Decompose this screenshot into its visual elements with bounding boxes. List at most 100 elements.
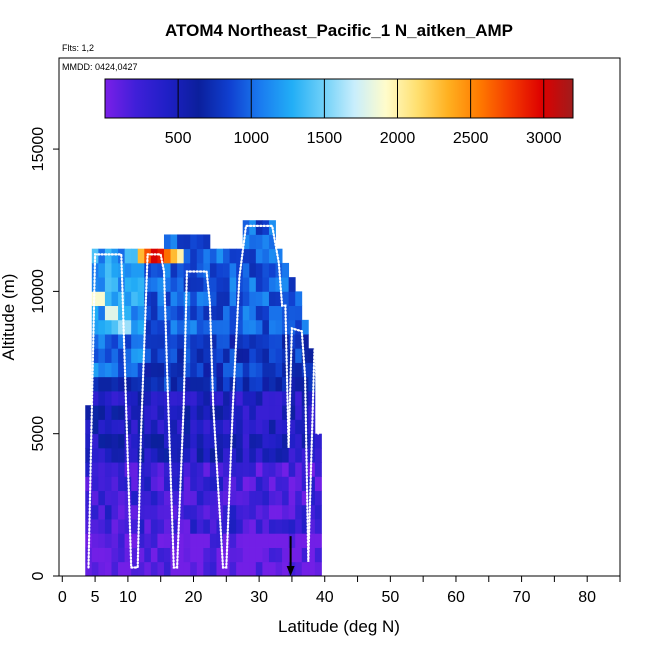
heatmap-cell: [203, 519, 211, 534]
heatmap-cell: [255, 547, 263, 563]
heatmap-cell: [242, 519, 250, 534]
heatmap-cell: [216, 376, 224, 392]
heatmap-cell: [262, 376, 270, 392]
colorbar-tick-label: 2000: [380, 130, 416, 147]
heatmap-cell: [196, 391, 204, 406]
heatmap-cell: [150, 319, 158, 335]
heatmap-cell: [255, 362, 263, 378]
heatmap-cell: [157, 291, 165, 307]
heatmap-cell: [255, 419, 263, 435]
heatmap-cell: [236, 561, 244, 576]
heatmap-cell: [137, 277, 145, 292]
heatmap-cell: [242, 262, 250, 278]
heatmap-cell: [118, 362, 126, 378]
heatmap-cell: [104, 334, 112, 349]
heatmap-cell: [124, 419, 132, 435]
heatmap-cell: [170, 362, 178, 378]
heatmap-cell: [255, 348, 263, 363]
heatmap-cell: [268, 376, 276, 392]
heatmap-cell: [236, 433, 244, 449]
heatmap-cell: [301, 348, 309, 363]
heatmap-cell: [262, 433, 270, 449]
heatmap-cell: [150, 533, 158, 548]
heatmap-cell: [170, 447, 178, 463]
heatmap-cell: [118, 504, 126, 520]
heatmap-cell: [249, 305, 257, 321]
heatmap-cell: [183, 248, 191, 264]
heatmap-cell: [242, 419, 250, 435]
heatmap-cell: [216, 547, 224, 563]
heatmap-cell: [104, 277, 112, 292]
heatmap-cell: [268, 547, 276, 563]
heatmap-cell: [91, 462, 99, 477]
heatmap-cell: [229, 547, 237, 563]
colorbar-tick-label: 1500: [307, 130, 343, 147]
heatmap-cell: [111, 334, 119, 349]
heatmap-cell: [163, 291, 171, 307]
heatmap-cell: [209, 277, 217, 292]
heatmap-cell: [183, 319, 191, 335]
heatmap-cell: [229, 476, 237, 492]
heatmap-cell: [183, 376, 191, 392]
heatmap-cell: [170, 533, 178, 548]
heatmap-cell: [124, 291, 132, 307]
heatmap-cell: [170, 419, 178, 435]
heatmap-cell: [216, 362, 224, 378]
heatmap-cell: [268, 305, 276, 321]
heatmap-cell: [190, 433, 198, 449]
x-tick-label: 30: [250, 589, 268, 606]
heatmap-cell: [282, 490, 290, 506]
heatmap-cell: [275, 277, 283, 292]
heatmap-cell: [262, 504, 270, 520]
heatmap-cell: [242, 277, 250, 292]
heatmap-cell: [236, 447, 244, 463]
heatmap-cell: [249, 462, 257, 477]
heatmap-cell: [308, 561, 316, 576]
heatmap-cell: [131, 433, 139, 449]
x-tick-label: 5: [91, 589, 100, 606]
heatmap-cell: [196, 376, 204, 392]
x-tick-label: 40: [316, 589, 334, 606]
y-axis-label: Altitude (m): [0, 274, 18, 361]
heatmap-cell: [203, 462, 211, 477]
heatmap-cell: [288, 391, 296, 406]
heatmap-cell: [150, 291, 158, 307]
heatmap-cell: [98, 319, 106, 335]
heatmap-cell: [111, 504, 119, 520]
heatmap-cell: [295, 490, 303, 506]
heatmap-cell: [282, 533, 290, 548]
heatmap-cell: [170, 433, 178, 449]
heatmap-cell: [157, 447, 165, 463]
heatmap-cell: [150, 348, 158, 363]
heatmap-cell: [137, 291, 145, 307]
heatmap-cell: [203, 291, 211, 307]
heatmap-cell: [262, 234, 270, 250]
heatmap-cell: [137, 519, 145, 534]
heatmap-cell: [118, 277, 126, 292]
heatmap-cell: [209, 362, 217, 378]
heatmap-cell: [131, 277, 139, 292]
heatmap-cell: [288, 504, 296, 520]
heatmap-cell: [111, 561, 119, 576]
heatmap-cell: [249, 490, 257, 506]
heatmap-cell: [209, 476, 217, 492]
heatmap-cell: [268, 334, 276, 349]
x-tick-label: 70: [513, 589, 531, 606]
heatmap-cell: [150, 248, 158, 264]
heatmap-cell: [308, 533, 316, 548]
heatmap-cell: [85, 447, 93, 463]
heatmap-cell: [288, 547, 296, 563]
heatmap-cell: [268, 561, 276, 576]
heatmap-cell: [268, 419, 276, 435]
heatmap-cell: [209, 547, 217, 563]
heatmap-cell: [131, 462, 139, 477]
heatmap-cell: [216, 391, 224, 406]
heatmap-cell: [131, 305, 139, 321]
heatmap-cell: [85, 476, 93, 492]
heatmap-cell: [295, 334, 303, 349]
heatmap-cell: [131, 262, 139, 278]
heatmap-cell: [223, 419, 230, 435]
heatmap-cell: [150, 391, 158, 406]
heatmap-cell: [216, 490, 224, 506]
heatmap-cell: [177, 561, 185, 576]
